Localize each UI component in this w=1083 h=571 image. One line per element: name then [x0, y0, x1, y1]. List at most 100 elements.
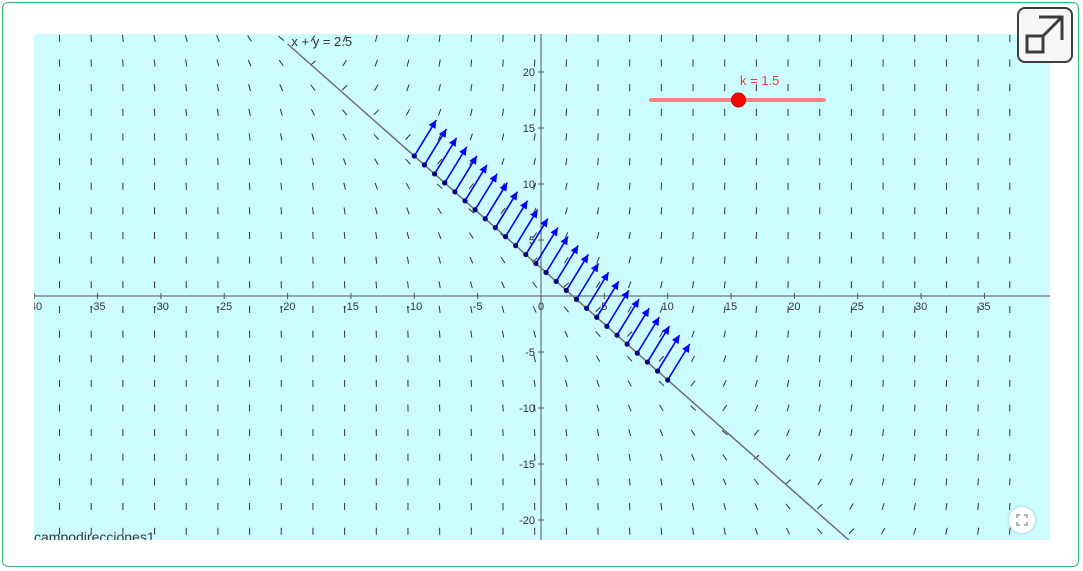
field-segment: [754, 503, 759, 510]
vector-head: [509, 191, 518, 201]
field-segment: [468, 183, 474, 190]
x-tick-label: 10: [662, 301, 674, 313]
field-segment: [533, 133, 536, 141]
field-segment: [469, 256, 474, 264]
field-segment: [278, 35, 285, 41]
field-segment: [406, 59, 410, 67]
field-segment: [850, 404, 853, 412]
field-segment: [754, 527, 758, 535]
field-segment: [787, 355, 790, 363]
field-segment: [945, 453, 948, 461]
y-tick-label: 10: [523, 179, 535, 191]
field-segment: [216, 59, 220, 67]
field-segment: [692, 281, 695, 289]
field-segment: [501, 108, 504, 116]
field-segment: [342, 109, 348, 116]
line-point: [513, 243, 519, 249]
line-point: [604, 323, 610, 329]
field-segment: [881, 503, 885, 511]
vector-head: [489, 173, 498, 183]
field-segment: [691, 305, 695, 313]
field-segment: [850, 429, 853, 437]
k-slider[interactable]: k = 1.5: [649, 73, 826, 108]
field-segment: [755, 305, 758, 313]
field-segment: [690, 380, 696, 387]
field-segment: [977, 527, 980, 535]
field-segment: [564, 330, 569, 338]
field-segment: [533, 379, 536, 387]
field-segment: [818, 429, 822, 437]
expand-button[interactable]: [1017, 7, 1073, 63]
line-point: [563, 287, 569, 293]
field-segment: [691, 355, 696, 363]
field-segment: [373, 109, 380, 116]
vector-head: [550, 227, 558, 237]
field-segment: [816, 503, 823, 510]
axes: [34, 34, 1050, 540]
field-segment: [373, 134, 379, 140]
field-segment: [343, 182, 346, 190]
line-x-plus-y[interactable]: [287, 43, 858, 540]
field-segment: [247, 59, 252, 67]
field-segment: [597, 182, 599, 190]
field-segment: [882, 429, 884, 437]
field-segment: [786, 429, 790, 437]
direction-field-plot[interactable]: -40 -35 -30 -25 -20 -15 -10 -5 0 5 10 15 20 25 30 35 20 1…: [34, 34, 1050, 540]
geogebra-applet[interactable]: -40 -35 -30 -25 -20 -15 -10 -5 0 5 10 15 20 25 30 35 20 1…: [34, 34, 1050, 540]
field-segment: [627, 404, 632, 412]
line-label: x + y = 2.5: [291, 34, 352, 49]
field-segment: [913, 453, 916, 461]
vector-head: [459, 146, 467, 156]
field-segment: [817, 528, 823, 535]
field-segment: [438, 84, 441, 92]
field-segment: [565, 182, 568, 190]
vector-head: [540, 218, 548, 228]
field-segment: [532, 281, 538, 288]
field-segment: [660, 256, 663, 264]
field-segment: [217, 133, 219, 141]
line-point: [431, 171, 438, 177]
x-tick-label: 5: [601, 301, 607, 313]
vector-head: [469, 155, 477, 165]
field-segment: [595, 355, 601, 363]
field-segment: [279, 84, 284, 92]
field-segment: [659, 330, 664, 338]
field-segment: [248, 133, 251, 141]
direction-field: [58, 34, 1011, 535]
vector-head: [428, 120, 437, 129]
field-segment: [626, 331, 633, 337]
x-tick-label: -10: [406, 301, 422, 313]
field-segment: [342, 59, 347, 67]
y-tick-label: -20: [519, 515, 535, 527]
field-segment: [533, 182, 537, 190]
field-segment: [310, 84, 316, 91]
vector-head: [499, 182, 508, 192]
vector-head: [449, 137, 457, 147]
fullscreen-button[interactable]: [1009, 507, 1035, 533]
field-segment: [597, 158, 599, 166]
field-segment: [374, 182, 378, 190]
field-segment: [785, 503, 791, 510]
field-segment: [882, 404, 884, 412]
vector-head: [641, 308, 650, 318]
field-segment: [691, 453, 695, 461]
field-segment: [216, 108, 219, 116]
field-segment: [436, 183, 443, 190]
y-tick-label: -15: [519, 459, 535, 471]
field-segment: [723, 355, 727, 363]
field-segment: [122, 59, 124, 67]
slider-knob[interactable]: [730, 92, 746, 108]
line-point: [452, 189, 458, 195]
field-segment: [881, 478, 885, 486]
field-segment: [913, 503, 917, 511]
field-segment: [405, 109, 411, 116]
x-tick-label: -25: [216, 301, 232, 313]
field-segment: [849, 503, 854, 510]
field-segment: [280, 182, 283, 190]
field-segment: [532, 306, 537, 313]
field-segment: [722, 379, 727, 387]
field-segment: [945, 527, 948, 535]
y-tick-label: 15: [523, 123, 535, 135]
field-segment: [628, 478, 631, 486]
field-segment: [501, 330, 505, 338]
